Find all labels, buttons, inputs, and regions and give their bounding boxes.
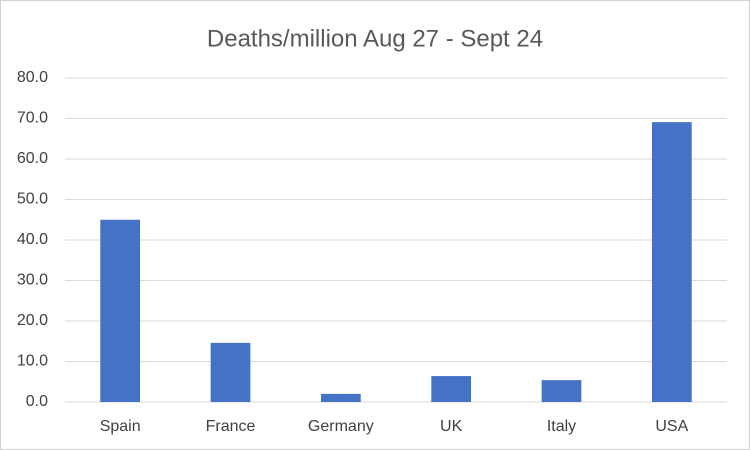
- bar: [651, 122, 692, 403]
- bar: [210, 342, 251, 402]
- bar: [431, 376, 472, 402]
- y-tick-label: 60.0: [17, 150, 48, 167]
- x-tick-label: Spain: [100, 418, 141, 435]
- chart-title: Deaths/million Aug 27 - Sept 24: [207, 25, 543, 52]
- x-tick-label: USA: [655, 418, 688, 435]
- y-tick-label: 0.0: [26, 393, 48, 410]
- x-tick-label: Germany: [308, 418, 374, 435]
- bar: [541, 380, 582, 402]
- bar: [100, 219, 141, 402]
- y-tick-label: 40.0: [17, 231, 48, 248]
- y-tick-label: 80.0: [17, 69, 48, 86]
- x-tick-label: France: [206, 418, 256, 435]
- y-tick-label: 50.0: [17, 191, 48, 208]
- bar: [320, 393, 361, 402]
- y-tick-label: 20.0: [17, 312, 48, 329]
- x-tick-label: Italy: [547, 418, 576, 435]
- y-tick-label: 10.0: [17, 353, 48, 370]
- y-tick-label: 70.0: [17, 110, 48, 127]
- x-tick-label: UK: [440, 418, 463, 435]
- y-tick-label: 30.0: [17, 272, 48, 289]
